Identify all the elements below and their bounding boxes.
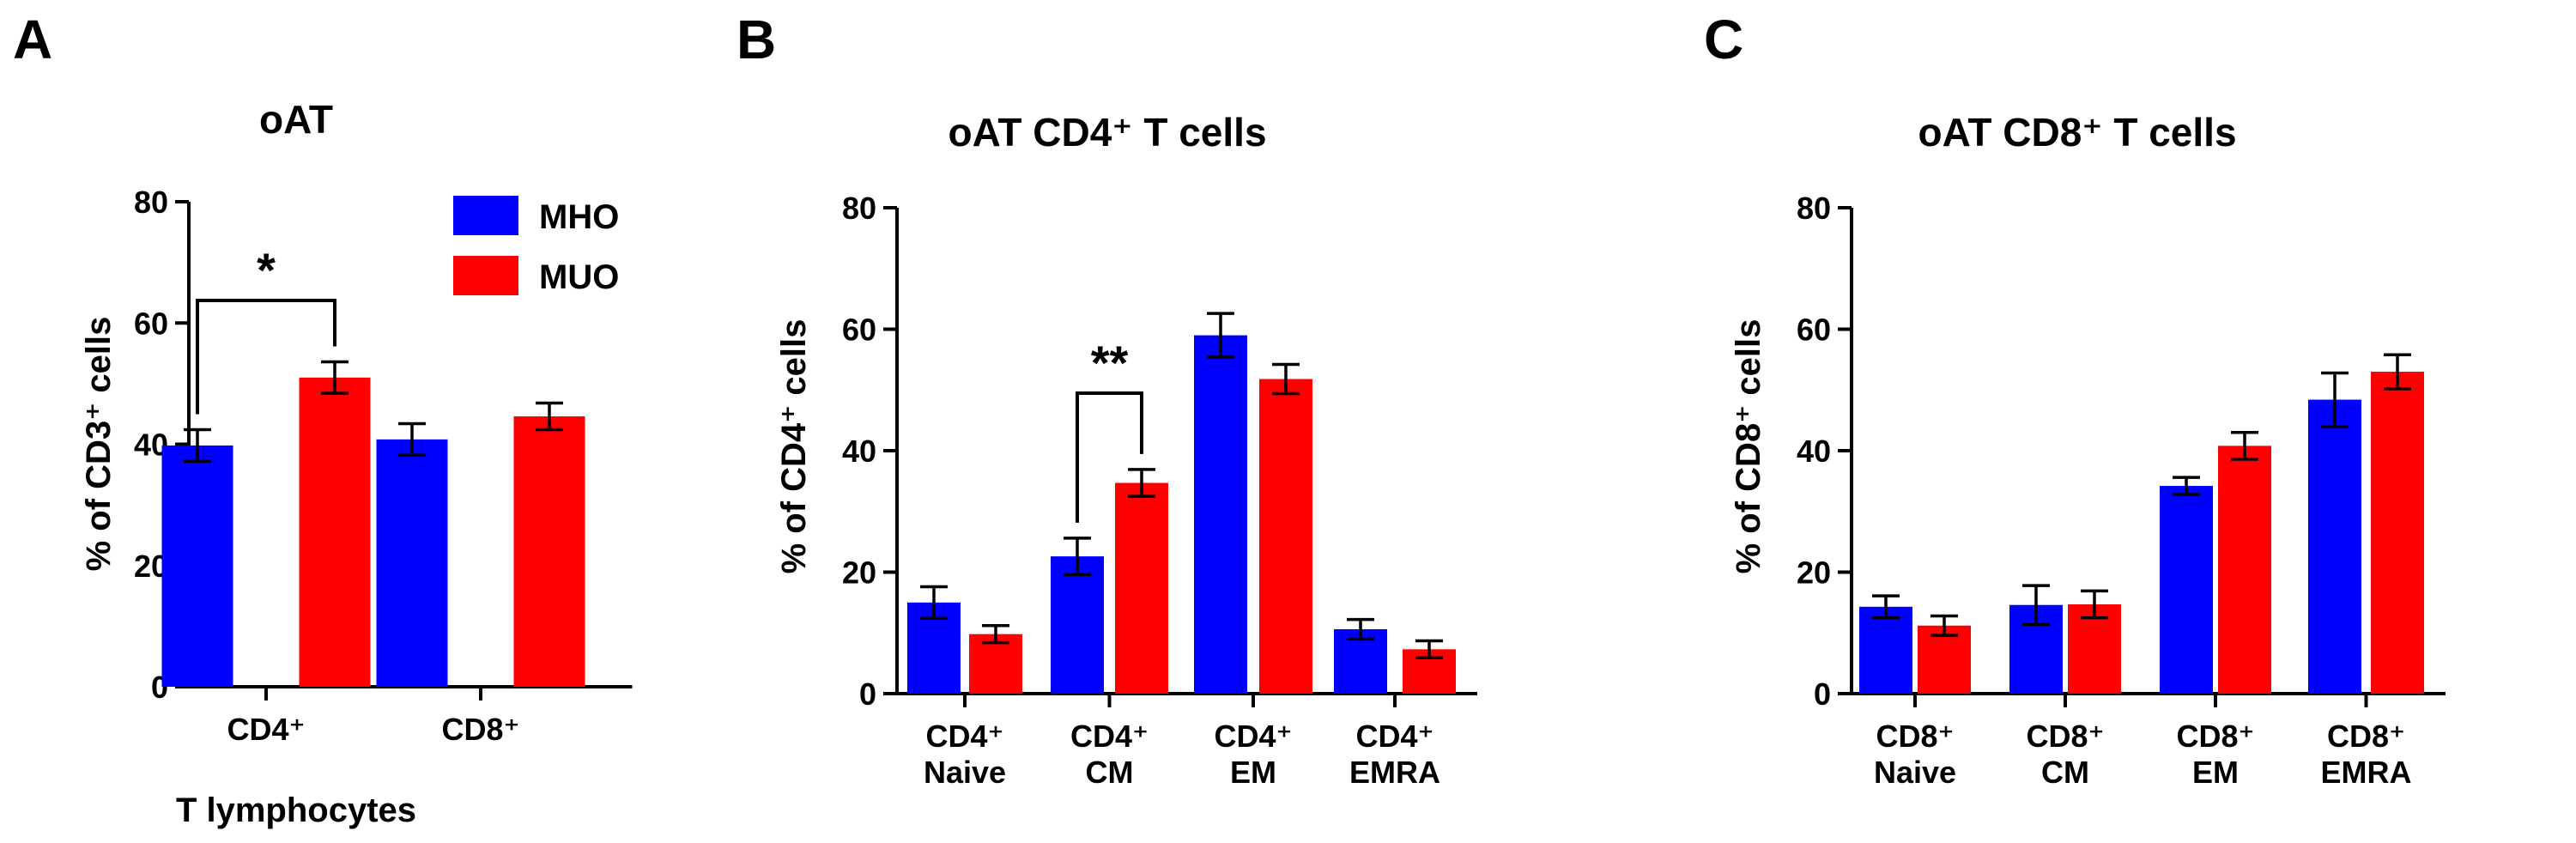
x-tick-label: CD8⁺ bbox=[2026, 719, 2104, 754]
bar-mho bbox=[1051, 556, 1104, 694]
bar-muo bbox=[2218, 446, 2271, 694]
y-tick-label: 40 bbox=[1797, 434, 1831, 469]
x-tick-label: CD8⁺ bbox=[2176, 719, 2254, 754]
y-axis-label: % of CD4⁺ cells bbox=[775, 319, 813, 574]
significance-marker: ** bbox=[1091, 336, 1129, 390]
significance-marker: * bbox=[257, 243, 276, 297]
x-tick-label-sub: Naive bbox=[1874, 755, 1956, 790]
y-tick-label: 60 bbox=[134, 306, 168, 341]
y-axis-label: % of CD3⁺ cells bbox=[80, 317, 118, 572]
legend-swatch-mho bbox=[453, 196, 518, 235]
x-tick-label-sub: CM bbox=[1086, 755, 1134, 790]
bar-mho bbox=[1194, 335, 1247, 694]
y-tick-label: 60 bbox=[842, 312, 876, 348]
bar-mho bbox=[2308, 399, 2361, 694]
bar-mho bbox=[1859, 606, 1912, 694]
y-axis-label: % of CD8⁺ cells bbox=[1730, 319, 1767, 574]
bar-muo bbox=[1259, 379, 1312, 694]
bar-mho bbox=[376, 439, 448, 687]
x-tick-label-sub: CM bbox=[2041, 755, 2089, 790]
bar-muo bbox=[2371, 372, 2424, 694]
y-tick-label: 0 bbox=[859, 676, 876, 712]
y-tick-label: 80 bbox=[134, 185, 168, 220]
x-tick-label-sub: Naive bbox=[924, 755, 1006, 790]
x-tick-label-sub: EM bbox=[1230, 755, 1276, 790]
y-tick-label: 60 bbox=[1797, 312, 1831, 348]
x-tick-label: CD8⁺ bbox=[2327, 719, 2405, 754]
bar-muo bbox=[1918, 625, 1971, 694]
bar-muo bbox=[2068, 603, 2121, 694]
x-tick-label: CD4⁺ bbox=[1070, 719, 1149, 754]
y-tick-label: 0 bbox=[1814, 676, 1831, 712]
x-tick-label-sub: EMRA bbox=[2321, 755, 2412, 790]
x-tick-label: CD4⁺ bbox=[227, 712, 305, 747]
y-tick-label: 20 bbox=[842, 555, 876, 591]
bar-muo bbox=[1115, 482, 1168, 694]
bar-mho bbox=[161, 445, 233, 687]
legend-label-muo: MUO bbox=[539, 258, 619, 296]
x-tick-label: CD4⁺ bbox=[925, 719, 1003, 754]
x-tick-label: CD8⁺ bbox=[1876, 719, 1954, 754]
legend-label-mho: MHO bbox=[539, 198, 619, 236]
bar-mho bbox=[2160, 486, 2213, 694]
x-tick-label: CD8⁺ bbox=[441, 712, 519, 747]
y-tick-label: 80 bbox=[1797, 191, 1831, 226]
chart-title: oAT bbox=[259, 97, 333, 142]
significance-bracket bbox=[1076, 391, 1143, 523]
bar-muo bbox=[513, 416, 585, 687]
panel-letter: B bbox=[736, 9, 776, 70]
chart-title: oAT CD4⁺ T cells bbox=[948, 110, 1266, 155]
x-tick-label: CD4⁺ bbox=[1214, 719, 1292, 754]
legend-swatch-muo bbox=[453, 256, 518, 295]
x-tick-label: CD4⁺ bbox=[1355, 719, 1433, 754]
bar-muo bbox=[299, 377, 371, 687]
x-tick-label-sub: EMRA bbox=[1349, 755, 1440, 790]
significance-bracket bbox=[196, 299, 336, 415]
x-axis-label: T lymphocytes bbox=[176, 791, 416, 829]
y-tick-label: 20 bbox=[1797, 555, 1831, 591]
x-tick-label-sub: EM bbox=[2192, 755, 2239, 790]
y-tick-label: 80 bbox=[842, 191, 876, 226]
chart-title: oAT CD8⁺ T cells bbox=[1918, 110, 2236, 155]
panel-letter: C bbox=[1704, 9, 1743, 70]
y-tick-label: 40 bbox=[842, 434, 876, 469]
panel-letter: A bbox=[13, 9, 52, 70]
